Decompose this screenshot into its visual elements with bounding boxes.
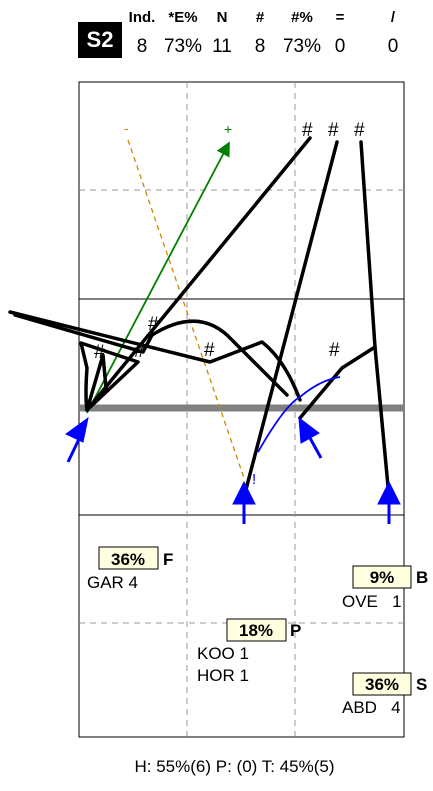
arrow-icon — [298, 416, 323, 459]
origin-arrows — [65, 416, 401, 524]
zone-player: OVE 1 — [342, 592, 402, 611]
zone-f: 36% F GAR 4 — [87, 546, 173, 592]
zone-pct-box — [352, 672, 412, 696]
hash-mark: # — [328, 120, 339, 141]
result-marks: # # # # # # # # - + ! — [94, 120, 365, 488]
stat-value: 0 — [387, 36, 399, 57]
stat-label: N — [216, 9, 228, 26]
trajectory-line — [85, 353, 108, 412]
arrow-icon — [65, 416, 89, 463]
trajectory-line — [242, 140, 339, 499]
stat-value: 11 — [212, 36, 232, 57]
stat-label: *E% — [168, 9, 198, 26]
zone-s: 36% S ABD 4 — [342, 672, 427, 717]
hash-mark: # — [302, 120, 313, 141]
attack-trajectories — [8, 136, 391, 499]
trajectory-line — [13, 313, 289, 397]
hash-mark: # — [204, 340, 215, 361]
trajectory-line — [373, 345, 391, 499]
arrow-icon — [377, 480, 401, 524]
zone-pct: 9% — [370, 568, 395, 587]
zone-pct: 18% — [239, 621, 273, 640]
zone-letter: F — [163, 550, 173, 569]
stat-label: = — [335, 9, 345, 26]
stat-label: Ind. — [128, 9, 156, 26]
stat-label: #% — [291, 9, 313, 26]
zone-pct-box — [352, 565, 412, 589]
stat-value: 8 — [136, 36, 148, 57]
zone-player: KOO 1 — [197, 644, 249, 663]
zone-pct-box — [98, 546, 159, 570]
zone-letter: S — [416, 675, 427, 694]
zone-b: 9% B OVE 1 — [342, 565, 428, 611]
stat-value: 0 — [334, 36, 346, 57]
set-badge: S2 — [78, 22, 122, 58]
stats-header: S2 Ind. 8 *E% 73% N 11 # 8 #% 73% = 0 / … — [0, 0, 433, 70]
stat-label: / — [390, 9, 396, 26]
hash-mark: # — [134, 341, 145, 362]
trajectory-line — [298, 140, 377, 420]
zone-player: ABD 4 — [342, 698, 401, 717]
zone-letter: B — [416, 568, 428, 587]
exclaim-mark: ! — [252, 471, 256, 488]
stat-value: 73% — [282, 36, 322, 57]
hash-mark: # — [354, 120, 365, 141]
hash-mark: # — [329, 340, 340, 361]
plus-trajectory — [86, 141, 230, 414]
zone-player: HOR 1 — [197, 666, 249, 685]
stat-value: 73% — [163, 36, 203, 57]
zone-pct: 36% — [365, 675, 399, 694]
zone-letter: P — [290, 621, 301, 640]
zone-player: GAR 4 — [87, 573, 138, 592]
plus-mark: + — [224, 121, 232, 137]
minus-mark: - — [124, 120, 129, 136]
arrow-icon — [232, 480, 256, 524]
zone-pct-box — [226, 618, 287, 642]
zone-p: 18% P KOO 1 HOR 1 — [197, 618, 301, 685]
trajectory-line — [79, 341, 140, 412]
hash-mark: # — [94, 342, 105, 363]
stat-value: 8 — [254, 36, 266, 57]
zone-pct: 36% — [111, 550, 145, 569]
distribution-summary: H: 55%(6) P: (0) T: 45%(5) — [134, 757, 335, 776]
hash-mark: # — [148, 314, 159, 335]
stat-label: # — [255, 9, 265, 26]
zone-labels: 36% F GAR 4 9% B OVE 1 18% P KOO 1 HOR 1… — [87, 546, 428, 717]
minus-trajectory — [127, 139, 245, 479]
trajectory-line — [85, 136, 312, 412]
blue-trajectory — [257, 376, 341, 453]
